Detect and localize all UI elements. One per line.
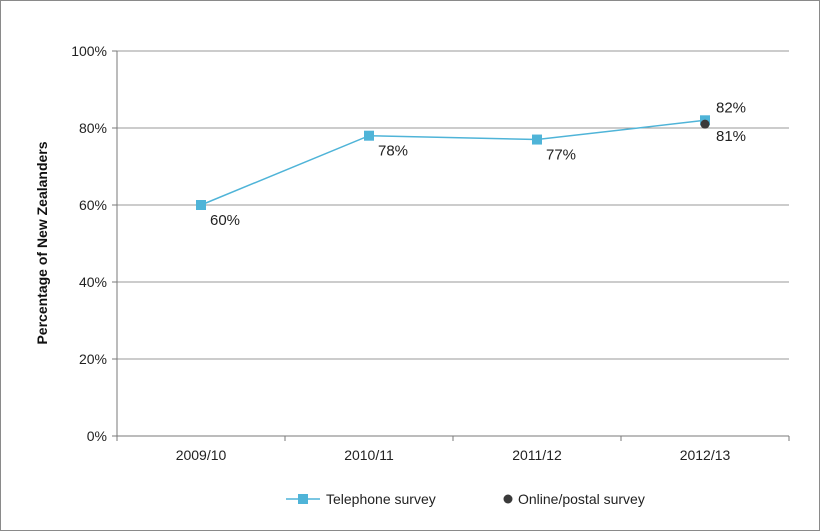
legend-label-telephone: Telephone survey — [326, 491, 436, 507]
axes — [112, 50, 790, 441]
y-tick-label: 100% — [71, 43, 107, 59]
telephone-point — [364, 130, 374, 141]
y-tick-label: 80% — [79, 120, 107, 136]
x-tick-label: 2009/10 — [176, 447, 227, 463]
series-layer — [196, 115, 710, 210]
x-tick-labels: 2009/10 2010/11 2011/12 2012/13 — [176, 447, 731, 463]
data-labels: 60% 78% 77% 82% 81% — [210, 99, 746, 229]
legend-label-online-postal: Online/postal survey — [518, 491, 645, 507]
y-tick-label: 20% — [79, 351, 107, 367]
data-label: 81% — [716, 128, 746, 145]
legend: Telephone survey Online/postal survey — [286, 491, 645, 507]
online-postal-point — [700, 119, 710, 129]
telephone-point — [532, 134, 542, 145]
legend-marker-online-postal — [503, 494, 513, 504]
y-tick-label: 40% — [79, 274, 107, 290]
y-tick-label: 60% — [79, 197, 107, 213]
data-label: 77% — [546, 147, 576, 164]
x-tick-label: 2012/13 — [680, 447, 731, 463]
telephone-point — [196, 200, 206, 210]
data-label: 60% — [210, 212, 240, 229]
gridlines — [117, 50, 789, 360]
y-tick-labels: 0% 20% 40% 60% 80% 100% — [71, 43, 107, 444]
data-label: 78% — [378, 143, 408, 160]
y-tick-label: 0% — [87, 428, 107, 444]
x-tick-label: 2010/11 — [344, 447, 394, 463]
series-line-telephone — [200, 119, 706, 206]
data-label: 82% — [716, 99, 746, 116]
x-tick-label: 2011/12 — [512, 447, 562, 463]
y-axis-title: Percentage of New Zealanders — [34, 141, 50, 344]
legend-marker-telephone — [298, 494, 308, 504]
